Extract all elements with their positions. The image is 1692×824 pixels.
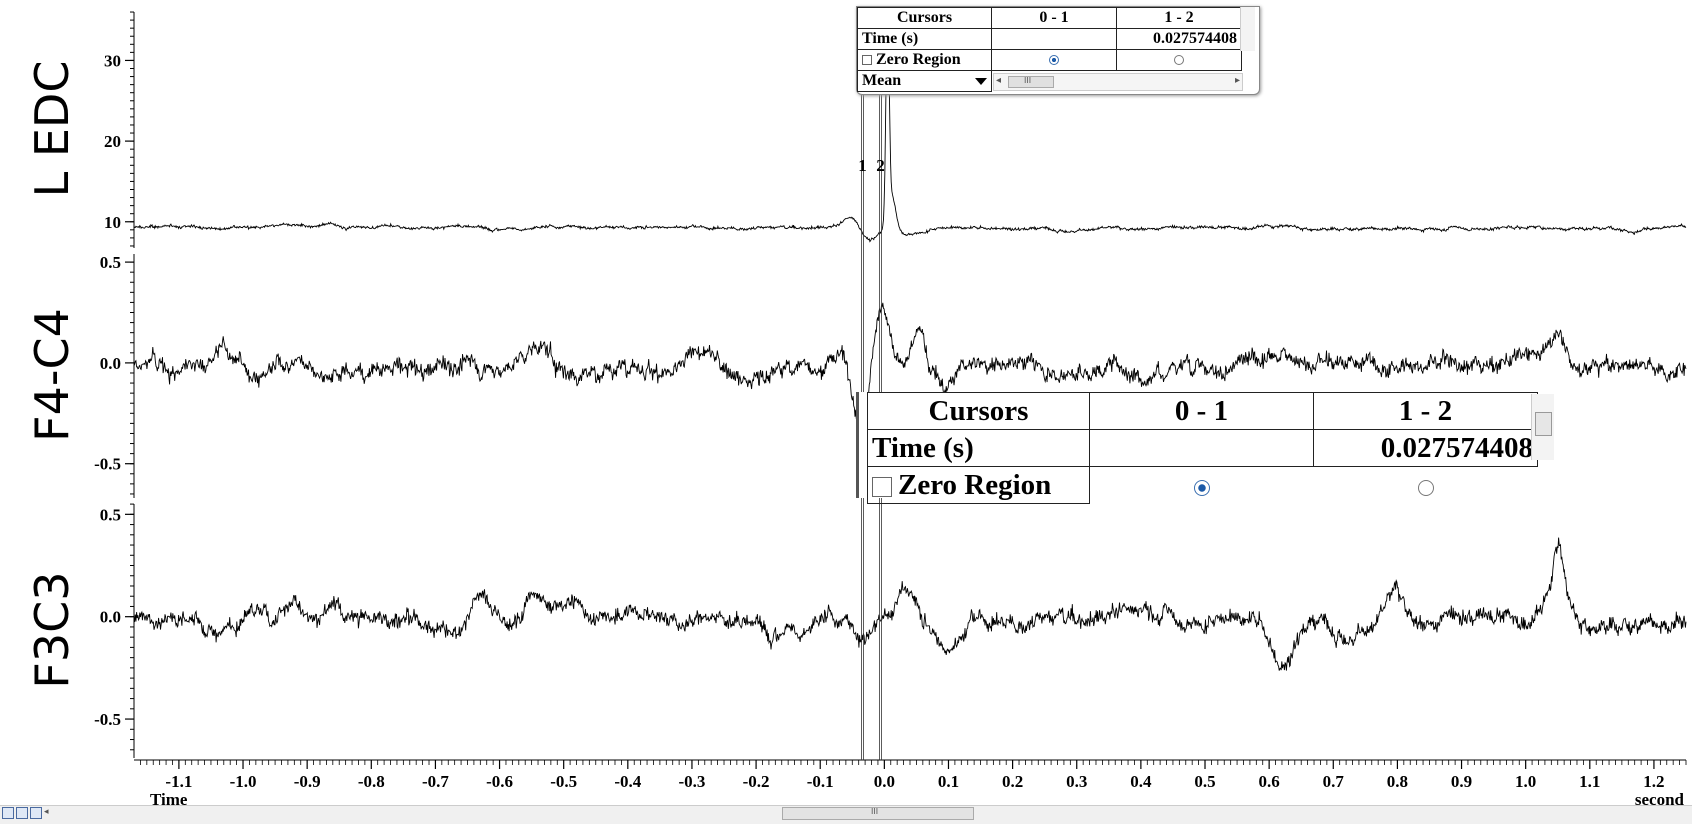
x-tick-label: 0.7 — [1323, 772, 1345, 791]
y-tick-label: 30 — [104, 51, 121, 70]
y-tick-label: 0.0 — [100, 354, 121, 373]
x-axis-unit: second — [1635, 790, 1685, 805]
x-tick-label: 1.2 — [1643, 772, 1664, 791]
time-1-2-value: 0.027574408 — [1116, 28, 1242, 50]
scroll-right-icon[interactable]: ▸ — [1234, 75, 1240, 86]
y-tick-label: 10 — [104, 213, 121, 232]
channel-1: -0.5 0.0 0.5 F4-C4 — [25, 253, 1687, 498]
time-1-2-value: 0.027574408 — [1313, 429, 1538, 467]
zero-region-0-1-radio[interactable] — [1193, 479, 1210, 496]
x-tick-label: 0.0 — [874, 772, 895, 791]
zero-region-0-1-cell — [991, 49, 1117, 71]
y-tick-label: 20 — [104, 132, 121, 151]
x-tick-label: 0.3 — [1066, 772, 1087, 791]
x-tick-label: 1.1 — [1579, 772, 1600, 791]
toolbar: ◂ — [2, 807, 49, 821]
channel-0: 10 20 30 L EDC — [25, 7, 1687, 248]
x-tick-label: -1.0 — [230, 772, 257, 791]
time-row-label: Time (s) — [867, 429, 1090, 467]
column-0-1-header: 0 - 1 — [991, 7, 1117, 29]
scroll-left-icon[interactable]: ◂ — [996, 75, 1002, 86]
panel-horizontal-scrollbar[interactable]: ◂ III ▸ — [993, 73, 1243, 91]
x-tick-label: 0.8 — [1387, 772, 1408, 791]
channel-label: F3C3 — [25, 571, 79, 688]
zoom-out-icon[interactable] — [16, 807, 28, 819]
channel-label: F4-C4 — [25, 308, 79, 442]
y-tick-label: 0.5 — [100, 253, 121, 272]
y-tick-label: 0.5 — [100, 505, 121, 524]
x-tick-label: 0.9 — [1451, 772, 1472, 791]
zero-region-checkbox[interactable] — [862, 55, 872, 66]
zoom-fit-icon[interactable] — [30, 807, 42, 819]
x-tick-label: 0.4 — [1130, 772, 1152, 791]
column-1-2-header: 1 - 2 — [1116, 7, 1242, 29]
channel-2: -0.5 0.0 0.5 F3C3 — [25, 503, 1687, 758]
panel-vertical-scrollbar[interactable] — [1531, 394, 1554, 460]
column-0-1-header: 0 - 1 — [1089, 392, 1314, 430]
zero-region-1-2-radio[interactable] — [1174, 55, 1184, 66]
grip-icon: III — [1024, 76, 1032, 85]
signal-trace — [133, 537, 1687, 671]
cursor-measurement-panel-zoomed[interactable]: Cursors 0 - 1 1 - 2 Time (s) 0.027574408… — [856, 392, 1556, 504]
x-tick-label: -0.2 — [743, 772, 770, 791]
time-row-label: Time (s) — [857, 28, 992, 50]
signal-trace — [133, 302, 1687, 428]
x-tick-label: 0.1 — [938, 772, 959, 791]
cursor-label-1[interactable]: 1 — [858, 156, 867, 175]
grip-icon: III — [871, 807, 879, 816]
x-tick-label: -0.7 — [422, 772, 449, 791]
x-tick-label: -0.4 — [614, 772, 641, 791]
x-tick-label: -0.6 — [486, 772, 513, 791]
statistic-dropdown[interactable]: Mean — [857, 70, 992, 92]
x-tick-label: -1.1 — [165, 772, 192, 791]
zero-region-label: Zero Region — [876, 51, 961, 68]
zero-region-1-2-cell — [1313, 466, 1538, 504]
cursors-header: Cursors — [867, 392, 1090, 430]
zero-region-0-1-radio[interactable] — [1049, 55, 1059, 66]
x-tick-label: 0.5 — [1194, 772, 1215, 791]
x-tick-label: 0.2 — [1002, 772, 1023, 791]
x-tick-label: -0.1 — [807, 772, 834, 791]
zoom-in-icon[interactable] — [2, 807, 14, 819]
panel-scroll-thumb[interactable] — [1535, 412, 1552, 436]
zero-region-1-2-cell — [1116, 49, 1242, 71]
zero-region-row: Zero Region — [857, 49, 992, 71]
eeg-chart: 10 20 30 L EDC -0.5 0.0 0.5 F4-C4 -0.5 0.0 0.5 F3C3… — [25, 7, 1687, 805]
y-tick-label: 0.0 — [100, 608, 121, 627]
zero-region-row: Zero Region — [867, 466, 1090, 504]
y-tick-label: -0.5 — [94, 710, 121, 729]
x-tick-label: 1.0 — [1515, 772, 1536, 791]
x-axis-title: Time — [150, 790, 188, 805]
chevron-down-icon — [975, 78, 987, 85]
zero-region-checkbox[interactable] — [872, 477, 892, 498]
cursors-header: Cursors — [857, 7, 992, 29]
x-tick-label: -0.8 — [358, 772, 385, 791]
signal-trace — [133, 7, 1687, 243]
column-1-2-header: 1 - 2 — [1313, 392, 1538, 430]
channel-label: L EDC — [25, 61, 79, 198]
x-tick-label: 0.6 — [1259, 772, 1280, 791]
time-0-1-value — [991, 28, 1117, 50]
cursor-measurement-panel[interactable]: Cursors 0 - 1 1 - 2 Time (s) 0.027574408… — [856, 6, 1260, 95]
y-tick-label: -0.5 — [94, 455, 121, 474]
scroll-left-icon[interactable]: ◂ — [44, 807, 49, 817]
panel-vertical-scrollbar[interactable] — [1240, 7, 1255, 51]
zero-region-1-2-radio[interactable] — [1417, 479, 1434, 496]
zero-region-0-1-cell — [1089, 466, 1314, 504]
horizontal-scroll-thumb[interactable]: III — [782, 807, 974, 820]
x-tick-label: -0.5 — [550, 772, 577, 791]
time-0-1-value — [1089, 429, 1314, 467]
statistic-dropdown-value: Mean — [862, 72, 902, 89]
cursor-label-2[interactable]: 2 — [876, 156, 885, 175]
panel-scroll-thumb[interactable]: III — [1008, 76, 1054, 88]
x-tick-label: -0.9 — [294, 772, 321, 791]
zero-region-label: Zero Region — [898, 469, 1052, 501]
x-tick-label: -0.3 — [678, 772, 705, 791]
